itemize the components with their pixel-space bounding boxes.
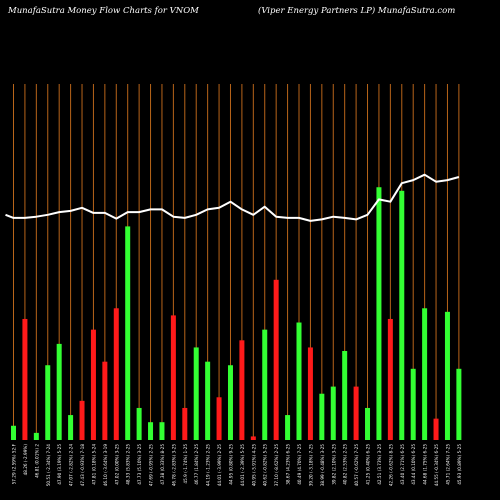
money-flow-bar (365, 407, 371, 440)
money-flow-bar (22, 318, 28, 440)
x-tick-label: 47.81 (0.18%) 5-24 (91, 444, 96, 485)
money-flow-bar (216, 397, 222, 440)
x-axis-labels: 57.29 (2.59%) 52:F 48.26 (-2.99%) 46.81 (0… (12, 443, 462, 486)
x-tick-label: 40.49 (4.70%) 7-25 (297, 444, 302, 485)
x-tick-label: 50.51 (-2.34%) 7-24 (46, 444, 51, 487)
x-tick-label: 46.10 (-3.64%) 3-19 (103, 444, 108, 487)
money-flow-bar (56, 343, 62, 440)
money-flow-bar (342, 351, 348, 440)
money-flow-bar (296, 322, 302, 440)
money-flow-bar (387, 318, 393, 440)
price-line (5, 173, 460, 222)
money-flow-bar (239, 340, 245, 440)
x-tick-label: 47.38 (0.33%) 8-25 (160, 444, 165, 485)
money-flow-bar (250, 436, 256, 440)
x-tick-label: 41.25 (0.40%) 6-25 (366, 444, 371, 485)
x-tick-label: 47.02 (0.00%) 3-25 (114, 444, 119, 485)
x-tick-label: 48.26 (-2.99%) (23, 444, 28, 476)
x-tick-label: 40.62 (-0.82%) 5-25 (263, 444, 268, 487)
money-flow-bar (227, 365, 233, 440)
money-flow-bar (79, 400, 85, 440)
money-flow-bar (444, 311, 450, 440)
money-flow-bar (262, 329, 268, 440)
money-flow-bar (273, 279, 279, 440)
money-flow-bar (376, 187, 382, 440)
money-flow-bars (11, 187, 462, 440)
money-flow-bar (102, 361, 108, 440)
x-tick-label: 47.90 (3.19%) 5-25 (57, 444, 62, 485)
x-tick-label: 43.44 (0.10%) 6-25 (411, 444, 416, 485)
x-tick-label: 45.93 (0.89%) 5-25 (457, 444, 462, 485)
x-tick-label: 44.01 (-3.99%) 2-25 (217, 444, 222, 487)
x-tick-label: 39.82 (2.10%) 3-25 (331, 444, 336, 485)
x-tick-label: 38.99 (-0.48%) 3-25 (320, 444, 325, 487)
x-tick-label: 37.10 (-8.62%) 2-25 (274, 444, 279, 487)
x-tick-label: 57.29 (2.59%) 52:F (12, 443, 17, 484)
x-tick-label: 46.78 (-2.83%) 3-25 (171, 444, 176, 487)
money-flow-bar (113, 308, 119, 440)
money-flow-bar (45, 365, 51, 440)
money-flow-bar (399, 190, 405, 440)
money-flow-bar (330, 386, 336, 440)
x-tick-label: 44.19 (-1.23%) 2-25 (206, 444, 211, 487)
x-tick-label: 44.01 (-2.39%) 5-25 (240, 444, 245, 487)
x-tick-label: 44.55 (-0.34%) 6-25 (434, 444, 439, 487)
money-flow-bar (11, 425, 16, 440)
money-flow-bar (136, 407, 142, 440)
money-flow-bar (90, 329, 96, 440)
money-flow-bar (170, 315, 176, 440)
money-flow-bar (307, 347, 313, 440)
money-flow-bar (456, 368, 462, 440)
money-flow-bar (68, 415, 74, 440)
x-tick-label: 40.82 (2.53%) 2-25 (343, 444, 348, 485)
x-tick-label: 42.26 (-0.62%) 8-25 (388, 444, 393, 487)
x-tick-label: 45.9 (-1.74%) 1-25 (183, 444, 188, 484)
price-line-layer (5, 173, 460, 222)
chart-header: MunafaSutra Money Flow Charts for VNOM (… (0, 0, 500, 24)
money-flow-bar (205, 361, 211, 440)
money-flow-bar (410, 368, 416, 440)
chart-title-left: MunafaSutra Money Flow Charts for VNOM (8, 6, 199, 16)
x-tick-label: 40.95 (-5.91%) 4-25 (251, 444, 256, 487)
x-tick-label: 47.07 (-2.82%) 2-24 (69, 444, 74, 487)
chart-title-right: (Viper Energy Partners LP) MunafaSutra.c… (258, 6, 456, 16)
x-tick-label: 43.40 (2.71%) 6-25 (400, 444, 405, 485)
money-flow-bar (193, 347, 199, 440)
x-tick-label: 44.95 (0.80%) 9-25 (228, 444, 233, 485)
x-tick-label: 40.57 (-0.62%) 7-25 (354, 444, 359, 487)
x-tick-label: 47.69 (-0.95%) 2-25 (149, 444, 154, 487)
x-tick-label: 45.71 (2.64%) 7-25 (445, 444, 450, 485)
money-flow-bar (285, 415, 291, 440)
money-flow-bar (125, 226, 131, 440)
x-tick-label: 44.68 (1.75%) 6-25 (423, 444, 428, 485)
money-flow-bar (353, 386, 359, 440)
money-flow-bar (33, 432, 39, 440)
x-tick-label: 48.33 (5.83%) 2-25 (126, 444, 131, 485)
money-flow-bar (433, 418, 439, 440)
x-tick-label: 46.81 (0.01%) 2 (34, 444, 39, 478)
money-flow-bar (319, 393, 325, 440)
x-tick-label: 39.20 (-3.18%) 7-25 (308, 444, 313, 487)
money-flow-bar (148, 422, 154, 440)
x-tick-label: 46.77 (1.84%) 2-25 (194, 444, 199, 485)
x-tick-label: 38.67 (4.23%) 6-25 (286, 444, 291, 485)
x-tick-label: 47.73 (5.10%) 3-25 (137, 444, 142, 485)
money-flow-bar (422, 308, 428, 440)
money-flow-bar (182, 407, 188, 440)
money-flow-bar (159, 422, 165, 440)
x-tick-label: 47.43 (-0.93%) 7-18 (80, 444, 85, 487)
x-tick-label: 42.51 (3.73%) 3-25 (377, 444, 382, 485)
